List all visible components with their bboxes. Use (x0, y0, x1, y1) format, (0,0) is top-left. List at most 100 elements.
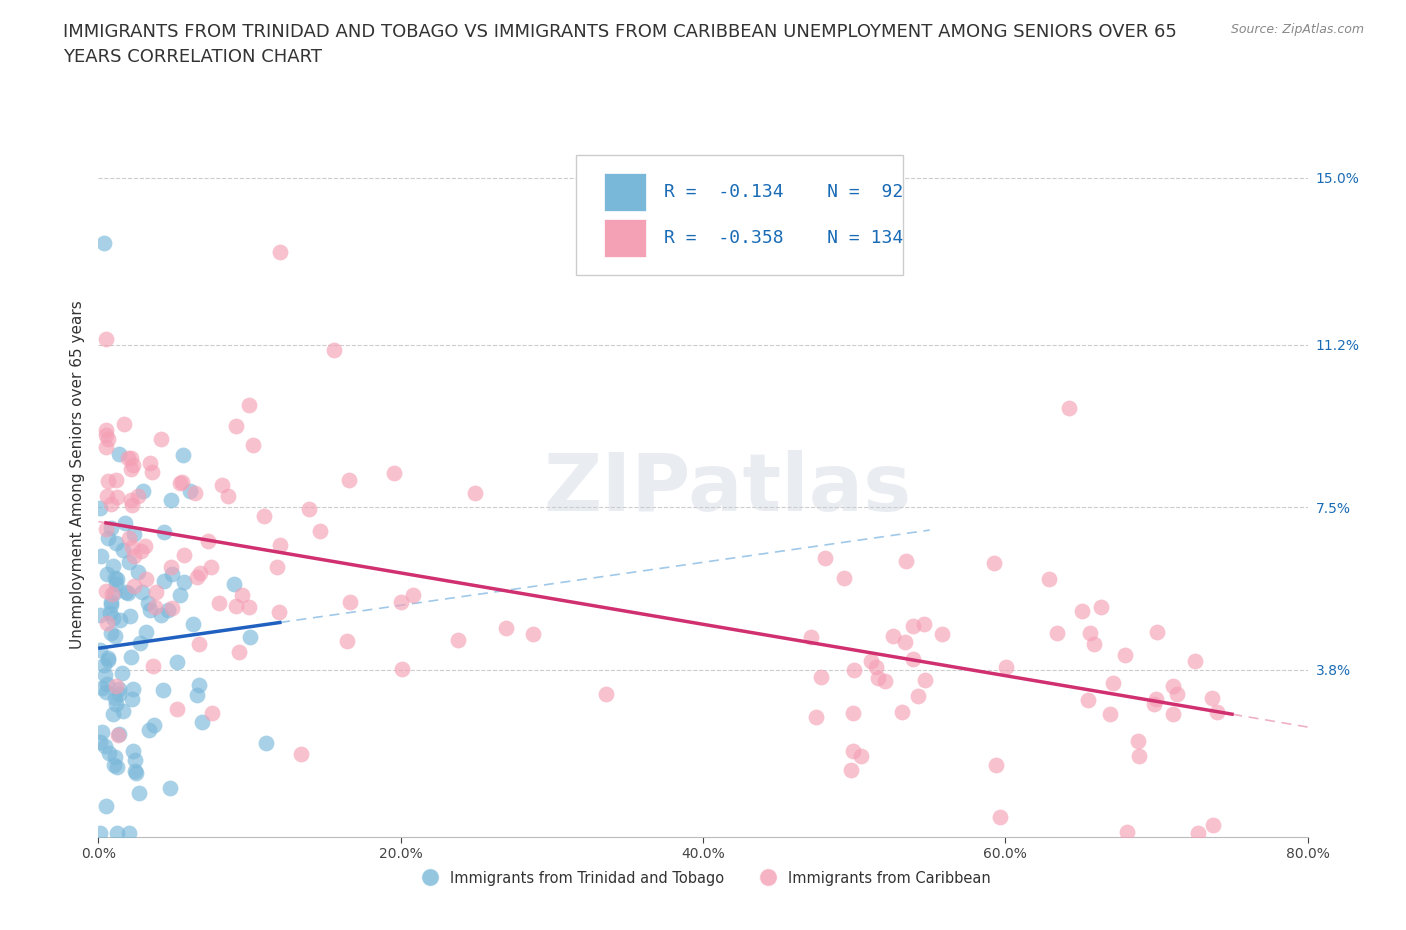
Point (135, 625, 157, 640)
Point (402, 588, 425, 603)
Point (183, 486, 205, 501)
Point (447, 632, 470, 647)
Point (90, 548, 112, 563)
Point (842, 662, 865, 677)
Point (121, 458, 143, 472)
Point (128, 786, 150, 801)
Point (1038, 571, 1060, 586)
Point (122, 682, 145, 697)
Point (139, 603, 162, 618)
Point (172, 447, 194, 462)
Point (89, 643, 111, 658)
Text: ZIPatlas: ZIPatlas (543, 450, 911, 528)
Point (254, 736, 277, 751)
Point (120, 451, 142, 466)
Point (814, 551, 837, 565)
Point (108, 682, 131, 697)
Point (143, 718, 166, 733)
Point (1206, 705, 1229, 720)
Point (832, 571, 855, 586)
Point (117, 555, 139, 570)
Point (94, 521, 117, 536)
Point (96, 616, 118, 631)
Point (1098, 707, 1121, 722)
Point (114, 515, 136, 530)
Point (804, 710, 827, 724)
Point (100, 626, 122, 641)
Point (153, 573, 176, 588)
Point (1143, 697, 1166, 711)
Point (100, 595, 122, 610)
FancyBboxPatch shape (603, 219, 647, 257)
Text: Source: ZipAtlas.com: Source: ZipAtlas.com (1230, 23, 1364, 36)
Point (103, 757, 125, 772)
Point (225, 599, 247, 614)
Point (97, 651, 120, 666)
Point (89, 607, 111, 622)
Point (100, 520, 122, 535)
Point (1090, 599, 1112, 614)
Text: IMMIGRANTS FROM TRINIDAD AND TOBAGO VS IMMIGRANTS FROM CARIBBEAN UNEMPLOYMENT AM: IMMIGRANTS FROM TRINIDAD AND TOBAGO VS I… (63, 23, 1177, 41)
Point (160, 567, 183, 582)
Point (135, 572, 157, 587)
Point (173, 575, 195, 590)
Point (105, 571, 128, 586)
Point (104, 571, 127, 586)
Point (160, 493, 183, 508)
Point (464, 485, 486, 500)
Point (125, 766, 148, 781)
Point (127, 565, 149, 579)
Point (134, 538, 156, 553)
Point (1202, 817, 1225, 832)
Point (907, 688, 929, 703)
Point (108, 612, 131, 627)
Point (141, 464, 163, 479)
Point (800, 630, 823, 644)
Point (93, 236, 115, 251)
Point (124, 753, 146, 768)
Point (495, 620, 517, 635)
Point (866, 671, 889, 685)
Point (94, 422, 117, 437)
Point (201, 706, 224, 721)
Point (839, 763, 862, 777)
Point (231, 588, 253, 603)
Point (117, 585, 139, 600)
Point (269, 538, 291, 552)
Point (118, 531, 141, 546)
Point (986, 758, 1008, 773)
Point (94, 332, 117, 347)
Point (105, 679, 128, 694)
Point (104, 577, 127, 591)
Legend: Immigrants from Trinidad and Tobago, Immigrants from Caribbean: Immigrants from Trinidad and Tobago, Imm… (409, 865, 997, 891)
Point (1115, 824, 1137, 839)
Point (118, 608, 141, 623)
Point (914, 617, 936, 631)
Point (842, 743, 865, 758)
Text: YEARS CORRELATION CHART: YEARS CORRELATION CHART (63, 48, 322, 66)
Point (129, 544, 152, 559)
Point (114, 585, 136, 600)
Point (522, 626, 544, 641)
Point (382, 465, 405, 480)
Point (849, 749, 872, 764)
Point (162, 601, 184, 616)
Point (97, 746, 120, 761)
Point (222, 576, 245, 591)
Point (238, 397, 260, 412)
Point (253, 509, 276, 524)
Point (104, 691, 127, 706)
Point (1128, 748, 1150, 763)
Point (914, 672, 936, 687)
Point (169, 475, 191, 490)
Point (150, 432, 173, 446)
Point (122, 743, 145, 758)
Point (891, 705, 914, 720)
Point (207, 595, 229, 610)
Point (112, 703, 135, 718)
Point (179, 484, 201, 498)
Point (166, 702, 188, 717)
Point (89, 500, 111, 515)
Point (1144, 691, 1167, 706)
Point (94, 584, 117, 599)
